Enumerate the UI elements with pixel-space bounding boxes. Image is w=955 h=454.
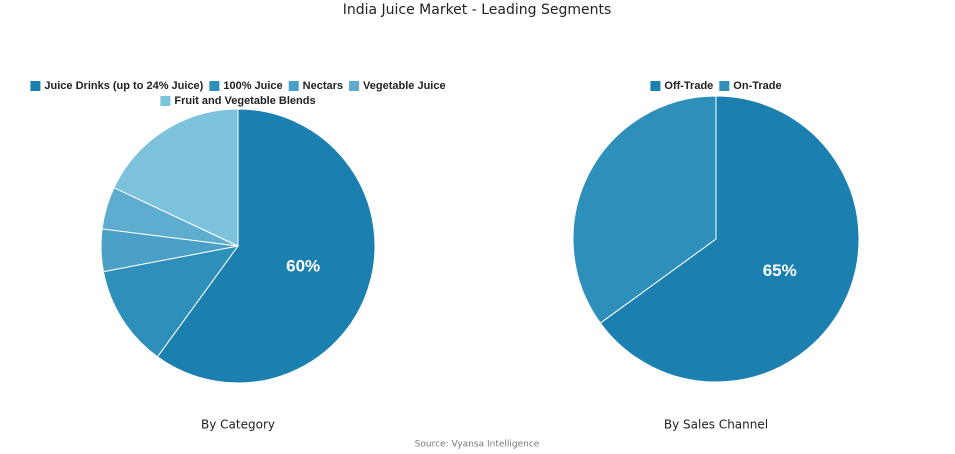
pie-slice [599, 95, 860, 383]
legend-label: Off-Trade [664, 80, 713, 92]
chart-subtitle: By Sales Channel [664, 418, 768, 432]
legend-label: Fruit and Vegetable Blends [174, 95, 315, 107]
pie-slice [113, 108, 239, 247]
legend-label: Juice Drinks (up to 24% Juice) [44, 80, 203, 92]
legend-label: On-Trade [733, 80, 781, 92]
pie-slice [102, 245, 240, 358]
source: Source: Vyansa Intelligence [415, 440, 540, 450]
legend-swatch [719, 81, 730, 91]
legend-swatch [209, 81, 220, 91]
legend-swatch [30, 81, 41, 91]
pie-slice [572, 95, 717, 324]
legend-label: Nectars [303, 80, 343, 92]
legend-swatch [349, 81, 360, 91]
legend-swatch [160, 96, 171, 106]
chart-title: India Juice Market - Leading Segments [343, 2, 612, 18]
pie-slice [156, 108, 376, 384]
chart-subtitle: By Category [201, 418, 275, 432]
value-label: 65% [763, 261, 797, 280]
legend-swatch [288, 81, 299, 91]
legend-label: Vegetable Juice [363, 80, 446, 92]
legend-swatch [650, 81, 661, 91]
value-label: 60% [286, 257, 320, 276]
legend-label: 100% Juice [223, 80, 282, 92]
